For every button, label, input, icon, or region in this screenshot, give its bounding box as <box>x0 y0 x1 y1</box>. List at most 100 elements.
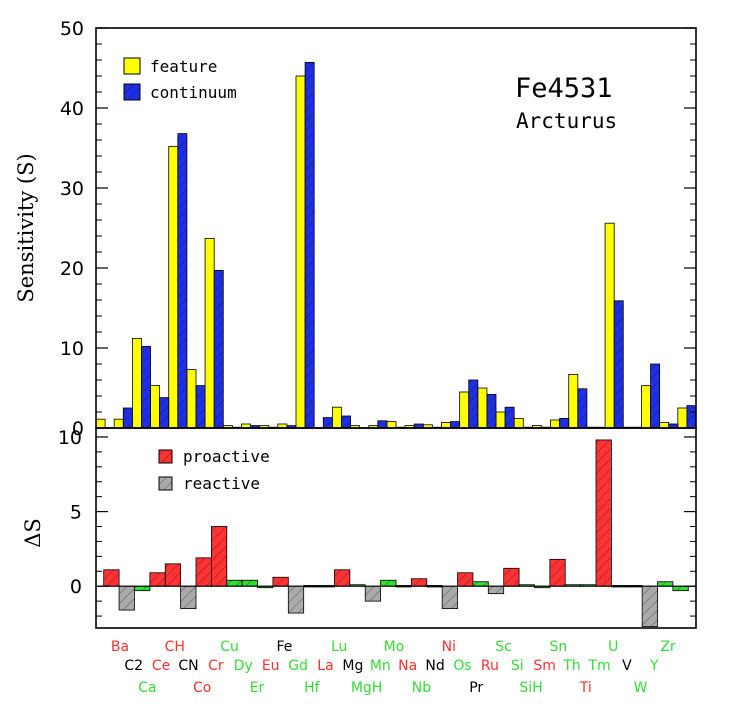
neutral-bar-hatch <box>534 586 550 588</box>
element-label: Tm <box>587 658 610 674</box>
element-label: C2 <box>124 658 143 674</box>
proactive-bar-hatch <box>503 568 520 587</box>
reactive-bar-hatch <box>488 586 504 594</box>
element-label: Eu <box>262 658 280 674</box>
element-label: Mg <box>342 658 363 674</box>
neutral-bar-hatch <box>242 580 258 587</box>
continuum-bar-hatch <box>668 424 678 428</box>
continuum-bar-hatch <box>686 405 696 428</box>
legend-label-proactive: proactive <box>183 447 270 466</box>
continuum-bar-hatch <box>123 408 133 428</box>
proactive-bar-hatch <box>596 439 612 587</box>
top-y-tick-label: 20 <box>60 258 84 280</box>
continuum-bar-hatch <box>468 380 478 428</box>
element-labels: Ba C2 Ca Ce CH CN Co Cr Cu Dy Er Eu Fe Gd Hf La Lu Mg MgH M… <box>111 639 676 696</box>
neutral-bar-hatch <box>472 581 489 587</box>
top-y-tick-label: 10 <box>60 338 84 360</box>
neutral-bar-hatch <box>519 584 535 587</box>
top-bars <box>95 62 697 429</box>
neutral-bar-hatch <box>657 581 673 587</box>
continuum-bar-hatch <box>414 424 424 428</box>
continuum-bar-hatch <box>577 388 587 428</box>
feature-bar <box>641 385 651 429</box>
neutral-bar-hatch <box>565 584 581 587</box>
element-label: Cu <box>220 639 239 655</box>
element-label: CN <box>178 658 198 674</box>
feature-bar <box>659 421 670 429</box>
feature-bar <box>477 387 488 429</box>
element-label: Th <box>562 658 580 674</box>
feature-bar <box>441 421 451 429</box>
continuum-bar-hatch <box>559 418 569 428</box>
reactive-bar-hatch <box>365 586 381 602</box>
element-label: Na <box>398 658 417 674</box>
element-label: Nb <box>412 680 431 696</box>
bottom-y-axis-title: ΔS <box>21 518 45 548</box>
feature-bar <box>331 406 342 429</box>
element-label: Y <box>649 658 659 674</box>
legend-swatch-continuum-hatch <box>124 84 140 100</box>
element-label: La <box>317 658 333 674</box>
element-label: Ru <box>481 658 499 674</box>
top-y-tick-label: 30 <box>60 178 84 200</box>
neutral-bar-hatch <box>257 586 273 588</box>
bottom-y-tick-label: 0 <box>70 576 82 598</box>
continuum-bar-hatch <box>650 364 660 428</box>
feature-bar <box>113 418 124 429</box>
top-y-tick-label: 50 <box>60 18 84 40</box>
proactive-bar-hatch <box>165 563 181 587</box>
bottom-ticks: 0 5 10 <box>58 427 696 617</box>
proactive-bar-hatch <box>196 557 212 587</box>
legend-swatch-feature <box>123 57 141 75</box>
element-label: Nd <box>425 658 444 674</box>
element-label: Ba <box>111 639 129 655</box>
top-y-tick-label: 40 <box>60 98 84 120</box>
element-label: Cr <box>208 658 224 674</box>
feature-bar <box>386 421 397 429</box>
element-label: Ni <box>442 639 456 655</box>
feature-bar <box>513 417 524 429</box>
bottom-legend: proactive reactive <box>158 447 270 493</box>
bottom-panel: 0 5 10 ΔS proactive reactive <box>21 427 697 629</box>
top-y-tick-label: 0 <box>72 418 84 440</box>
reactive-bar-hatch <box>288 586 304 614</box>
continuum-bar-hatch <box>323 417 333 428</box>
element-label: V <box>622 658 632 674</box>
continuum-bar-hatch <box>286 425 296 428</box>
element-label: Mo <box>384 639 405 655</box>
proactive-bar-hatch <box>334 569 350 587</box>
legend-label-reactive: reactive <box>183 474 260 493</box>
legend-label-feature: feature <box>150 57 217 76</box>
bottom-y-tick-label: 5 <box>70 502 82 524</box>
top-panel: 0 10 20 30 40 50 Sensitivity (S) feature cont… <box>14 18 697 440</box>
element-label: Sn <box>550 639 568 655</box>
element-label: Gd <box>288 658 308 674</box>
proactive-bar-hatch <box>549 559 566 587</box>
continuum-bar-hatch <box>377 420 387 428</box>
element-label: Mn <box>370 658 391 674</box>
element-label: MgH <box>351 680 383 696</box>
proactive-bar-hatch <box>211 526 227 587</box>
element-label: Sm <box>533 658 556 674</box>
element-label: Si <box>511 658 524 674</box>
neutral-bar-hatch <box>672 586 689 591</box>
element-label: Hf <box>304 680 321 696</box>
element-label: Zr <box>660 639 676 655</box>
continuum-bar-hatch <box>177 133 187 428</box>
neutral-bar-hatch <box>349 584 366 587</box>
reactive-bar-hatch <box>180 586 196 609</box>
legend-swatch-reactive-hatch <box>159 477 172 490</box>
element-label: Os <box>453 658 471 674</box>
element-label: Dy <box>234 658 253 674</box>
proactive-bar-hatch <box>411 578 427 587</box>
element-label: Er <box>250 680 265 696</box>
continuum-bar-hatch <box>159 397 169 428</box>
element-label: CH <box>165 639 185 655</box>
element-label: Pr <box>469 680 483 696</box>
element-label: U <box>608 639 618 655</box>
neutral-bar-hatch <box>580 584 596 587</box>
feature-bar <box>568 373 579 429</box>
element-label: Fe <box>276 639 292 655</box>
bottom-bars <box>103 439 689 627</box>
